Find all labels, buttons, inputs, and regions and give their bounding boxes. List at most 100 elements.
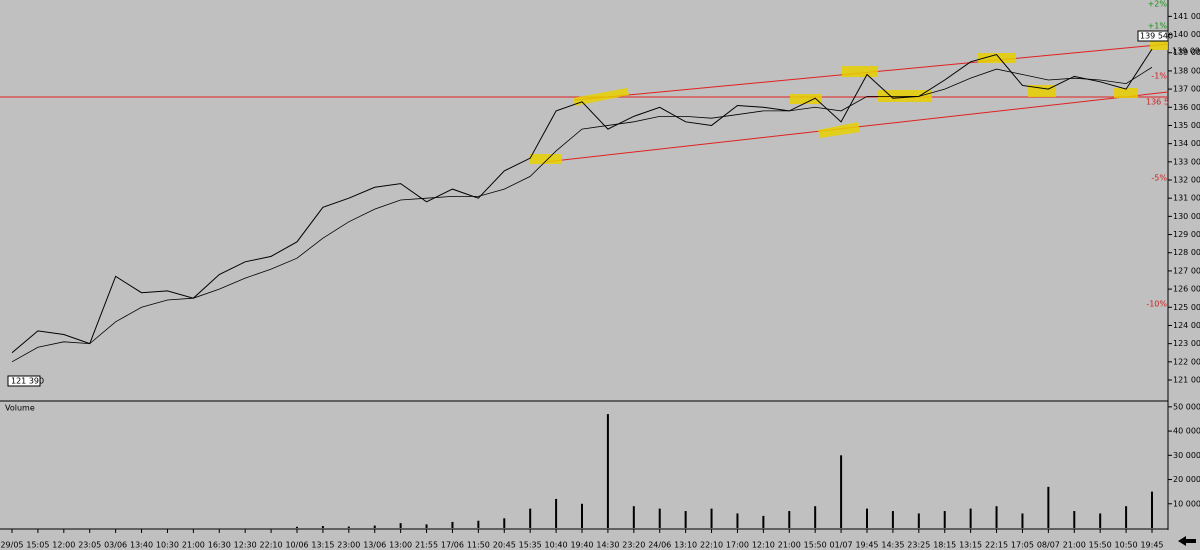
volume-bar — [866, 508, 868, 528]
x-tick-label: 22:15 — [985, 541, 1008, 550]
x-tick-label: 13:10 — [674, 541, 697, 550]
price-line — [11, 48, 1153, 354]
x-tick-label: 22:10 — [700, 541, 723, 550]
volume-bar — [891, 511, 894, 528]
y-tick-label: 131 000 — [1173, 194, 1200, 203]
y-tick-label: 134 000 — [1173, 139, 1200, 148]
y-tick-label: 129 000 — [1173, 230, 1200, 239]
price-line — [11, 66, 1153, 363]
volume-bar — [658, 508, 661, 528]
y-tick-label: 133 000 — [1173, 157, 1200, 166]
x-tick-label: 15:50 — [804, 541, 827, 550]
x-tick-label: 01/07 — [830, 541, 853, 550]
volume-bar — [736, 513, 739, 528]
volume-bar — [321, 526, 324, 528]
volume-bar — [503, 518, 506, 528]
volume-bar — [995, 506, 998, 528]
scroll-arrow[interactable] — [1178, 536, 1196, 546]
x-tick-label: 13/06 — [363, 541, 386, 550]
x-tick-label: 15:05 — [26, 541, 49, 550]
volume-bar — [917, 513, 920, 528]
y-tick-label: 137 000 — [1173, 85, 1200, 94]
annotation: -5% — [1151, 174, 1167, 183]
highlights — [530, 36, 1168, 164]
x-tick-label: 21:00 — [778, 541, 801, 550]
y-tick-label: 20 000 — [1173, 475, 1200, 484]
volume-bar — [477, 520, 480, 528]
annotation: -1% — [1151, 72, 1167, 81]
volume-bar — [1047, 486, 1050, 528]
volume-bar — [451, 521, 454, 528]
x-tick-label: 13:00 — [389, 541, 412, 550]
label-box — [1137, 30, 1169, 42]
volume-bar — [1151, 491, 1153, 528]
x-tick-label: 10:50 — [1115, 541, 1138, 550]
y-tick-label: 125 000 — [1173, 303, 1200, 312]
x-tick-label: 10:40 — [545, 541, 568, 550]
y-tick-label: 139 000 — [1173, 48, 1200, 57]
y-tick-label: 141 000 — [1173, 12, 1200, 21]
annotation: -10% — [1146, 300, 1167, 309]
x-tick-label: 19:40 — [570, 541, 593, 550]
x-tick-label: 12:10 — [752, 541, 775, 550]
y-tick-label: 122 000 — [1173, 357, 1200, 366]
x-tick-label: 23:00 — [337, 541, 360, 550]
x-tick-label: 21:00 — [182, 541, 205, 550]
volume-bar — [1125, 506, 1128, 528]
x-tick-label: 14:30 — [596, 541, 619, 550]
x-tick-label: 19:45 — [855, 541, 878, 550]
y-tick-label: 124 000 — [1173, 321, 1200, 330]
y-tick-label: 138 000 — [1173, 66, 1200, 75]
y-tick-label: 130 000 — [1173, 212, 1200, 221]
y-tick-label: 136 000 — [1173, 103, 1200, 112]
x-tick-label: 12:00 — [52, 541, 75, 550]
volume-bar — [840, 455, 843, 528]
volume-bar — [1099, 513, 1102, 528]
y-tick-label: 40 000 — [1173, 427, 1200, 436]
x-tick-label: 16:30 — [208, 541, 231, 550]
volume-bar — [606, 414, 609, 528]
annotation: 121 390 — [11, 377, 44, 386]
x-tick-label: 12:30 — [234, 541, 257, 550]
x-tick-label: 17:00 — [726, 541, 749, 550]
y-tick-label: 126 000 — [1173, 285, 1200, 294]
x-tick-label: 13:15 — [311, 541, 334, 550]
x-tick-label: 19:45 — [1140, 541, 1163, 550]
volume-bar — [943, 511, 946, 528]
annotation: 139 540 — [1140, 32, 1173, 41]
volume-bar — [399, 523, 402, 528]
x-tick-label: 21:00 — [1063, 541, 1086, 550]
y-tick-label: 128 000 — [1173, 248, 1200, 257]
y-tick-label: 132 000 — [1173, 176, 1200, 185]
volume-bar — [296, 526, 298, 528]
x-tick-label: 10:30 — [156, 541, 179, 550]
x-tick-label: 24/06 — [648, 541, 671, 550]
x-tick-label: 13:15 — [959, 541, 982, 550]
volume-bar — [1073, 511, 1076, 528]
x-tick-label: 14:35 — [881, 541, 904, 550]
x-tick-label: 08/07 — [1037, 541, 1060, 550]
volume-bar — [347, 526, 350, 528]
x-tick-label: 11:50 — [467, 541, 490, 550]
volume-bar — [581, 503, 583, 528]
y-tick-label: 140 000 — [1173, 30, 1200, 39]
x-tick-label: 21:55 — [415, 541, 438, 550]
x-tick-label: 29/05 — [0, 541, 23, 550]
volume-bar — [814, 506, 817, 528]
volume-bar — [425, 524, 428, 528]
x-tick-label: 17:05 — [1011, 541, 1034, 550]
y-tick-label: 127 000 — [1173, 266, 1200, 275]
volume-bar — [529, 508, 532, 528]
annotation: +2% — [1148, 0, 1168, 9]
volume-bar — [632, 506, 635, 528]
x-tick-label: 15:35 — [519, 541, 542, 550]
x-tick-label: 22:10 — [260, 541, 283, 550]
y-tick-label: 135 000 — [1173, 121, 1200, 130]
y-tick-label: 10 000 — [1173, 499, 1200, 508]
y-tick-label: 123 000 — [1173, 339, 1200, 348]
volume-bar — [373, 525, 376, 528]
x-tick-label: 18:15 — [933, 541, 956, 550]
panel-title: Volume — [5, 404, 35, 413]
